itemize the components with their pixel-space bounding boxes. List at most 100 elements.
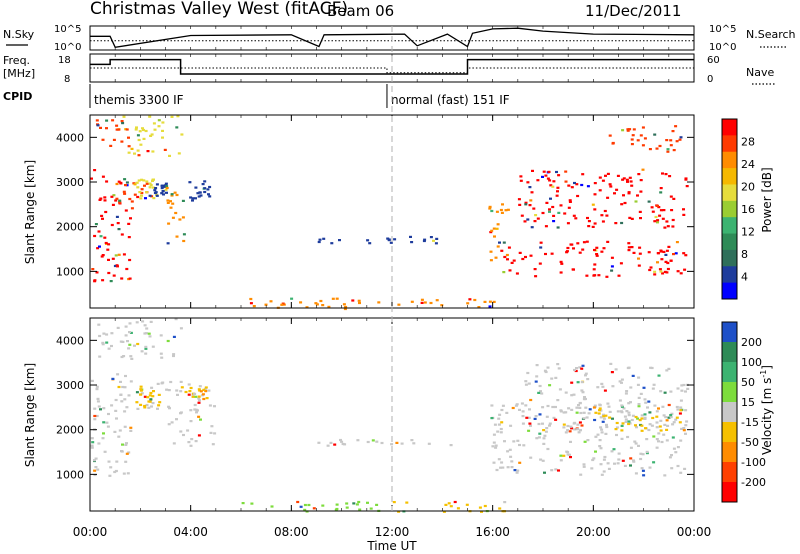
heat-cell [549,197,552,200]
heat-cell [684,177,688,180]
heat-cell [560,262,564,265]
heat-cell [133,183,137,186]
heat-cell [506,466,510,469]
heat-cell [639,452,643,455]
velocity-colorbar-label-main: Velocity [m s [760,378,774,455]
heat-cell [148,186,152,189]
heat-cell [202,397,206,401]
heat-cell [153,189,157,192]
heat-cell [99,408,102,411]
heat-cell [671,423,675,426]
colorbar-swatch [722,151,737,169]
heat-cell [194,408,198,411]
heat-cell [669,144,673,147]
heat-cell [667,416,671,419]
heat-cell [562,454,566,457]
heat-cell [148,115,152,118]
heat-cell [653,133,657,136]
heat-cell [518,461,522,464]
heat-cell [669,416,673,419]
heat-cell [541,175,544,178]
heat-cell [582,463,586,466]
heat-cell [148,335,152,338]
heat-cell [637,396,641,399]
heat-cell [597,274,601,277]
heat-cell [105,127,108,130]
heat-cell [682,383,686,387]
heat-cell [636,194,639,197]
heat-cell [176,393,179,396]
heat-cell [672,253,675,256]
heat-cell [162,193,165,196]
heat-cell [524,404,528,407]
heat-cell [660,258,664,261]
heat-cell [602,247,606,250]
heat-cell [593,404,597,407]
heat-cell [659,187,663,190]
figure-title: Christmas Valley West (fitACF) [90,0,348,19]
heat-cell [586,439,590,442]
heat-cell [631,134,635,137]
heat-cell [492,461,496,464]
heat-cell [639,134,643,137]
heat-cell [572,214,576,217]
heat-cell [123,410,127,413]
heat-cell [643,417,647,420]
heat-cell [139,385,143,388]
heat-cell [559,454,563,457]
heat-cell [518,251,522,254]
heat-cell [535,437,539,440]
heat-cell [510,466,514,469]
heat-cell [573,368,576,372]
heat-cell [544,174,548,177]
heat-cell [159,352,163,355]
heat-cell [584,374,587,377]
heat-cell [587,225,591,228]
heat-cell [123,398,127,401]
heat-cell [624,418,628,421]
heat-cell [614,428,618,431]
heat-cell [197,388,201,391]
heat-cell [529,456,533,459]
heat-cell [614,222,618,225]
heat-cell [97,405,101,408]
heat-cell [545,427,549,430]
heat-cell [656,204,659,207]
heat-cell [538,384,542,388]
heat-cell [151,402,155,405]
heat-cell [351,299,355,302]
heat-cell [598,409,601,412]
heat-cell [599,447,603,450]
heat-cell [572,393,576,396]
heat-cell [614,368,618,371]
heat-cell [136,134,140,137]
heat-cell [541,211,545,215]
heat-cell [122,190,126,193]
colorbar-swatch [722,119,737,136]
heat-cell [498,413,502,416]
nave-label: Nave [746,66,774,79]
heat-cell [117,128,121,131]
heat-cell [620,437,624,440]
heat-cell [154,187,158,190]
heat-cell [676,464,680,468]
heat-cell [552,416,556,419]
heat-cell [90,446,94,449]
heat-cell [564,180,568,183]
heat-cell [174,318,178,321]
heat-cell [93,279,97,282]
heat-cell [519,179,523,182]
heat-cell [210,425,214,428]
heat-cell [507,246,511,249]
heat-cell [121,385,125,389]
heat-cell [529,398,533,402]
heat-cell [655,410,659,413]
heat-cell [592,268,596,271]
heat-cell [105,333,109,336]
heat-cell [180,133,184,136]
heat-cell [593,418,597,422]
heat-cell [598,439,602,442]
heat-cell [682,213,686,216]
heat-cell [488,205,492,208]
colorbar-tick-label: 28 [741,136,755,149]
